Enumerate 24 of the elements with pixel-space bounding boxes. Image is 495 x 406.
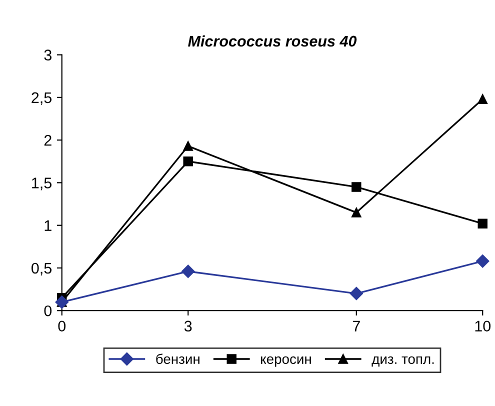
chart-title: Micrococcus roseus 40 (188, 35, 357, 47)
point (352, 182, 362, 192)
point (183, 141, 193, 151)
y-tick-label: 2 (44, 134, 52, 146)
point (350, 286, 363, 300)
y-tick-label: 3 (44, 50, 52, 60)
y-tick-label: 2,5 (32, 92, 52, 105)
x-tick-label: 10 (475, 320, 491, 332)
y-tick-label: 1,5 (32, 178, 52, 190)
y-tick-label: 0 (44, 305, 52, 316)
x-tick-label: 0 (58, 320, 66, 332)
legend-label: диз. топл. (372, 356, 434, 367)
point (352, 208, 362, 218)
y-tick-label: 0,5 (32, 262, 52, 276)
point (478, 218, 488, 228)
point (182, 264, 195, 278)
y-tick-label: 1 (44, 220, 52, 231)
point (476, 254, 490, 268)
legend-label: керосин (261, 356, 311, 367)
point (183, 156, 193, 166)
legend-label: бензин (156, 354, 200, 364)
x-tick-label: 7 (352, 320, 360, 332)
point (478, 94, 488, 104)
x-tick-label: 3 (184, 320, 192, 332)
